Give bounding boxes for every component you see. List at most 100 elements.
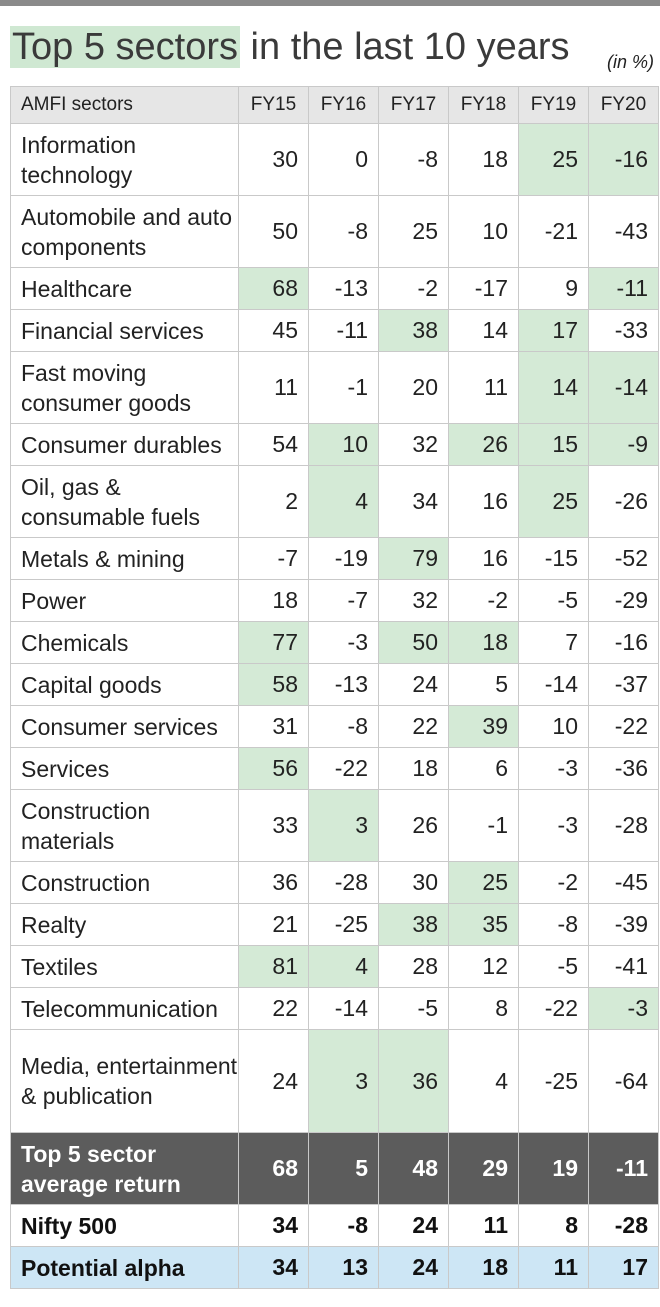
sector-label: Chemicals xyxy=(10,621,239,664)
value-cell-fy19: 14 xyxy=(518,351,589,424)
value-cell-fy17: 28 xyxy=(378,945,449,988)
value-cell-fy16: -28 xyxy=(308,861,379,904)
column-header-fy19: FY19 xyxy=(518,86,589,124)
sector-label: Services xyxy=(10,747,239,790)
sector-label: Information technology xyxy=(10,123,239,196)
value-cell-fy17: 20 xyxy=(378,351,449,424)
value-cell-fy18: -1 xyxy=(448,789,519,862)
table-row: Consumer durables 54 10 32 26 15 -9 xyxy=(10,423,659,466)
value-cell-fy16: -1 xyxy=(308,351,379,424)
sector-label: Consumer durables xyxy=(10,423,239,466)
summary-cell-fy20: -11 xyxy=(588,1132,659,1205)
table-row: Construction 36 -28 30 25 -2 -45 xyxy=(10,861,659,904)
table-row: Automobile and auto components 50 -8 25 10 -2… xyxy=(10,195,659,268)
sector-label: Power xyxy=(10,579,239,622)
value-cell-fy20: -36 xyxy=(588,747,659,790)
value-cell-fy20: -16 xyxy=(588,123,659,196)
value-cell-fy19: -5 xyxy=(518,579,589,622)
value-cell-fy20: -14 xyxy=(588,351,659,424)
table-row: Capital goods 58 -13 24 5 -14 -37 xyxy=(10,663,659,706)
summary-cell-fy15: 34 xyxy=(238,1246,309,1289)
value-cell-fy18: -17 xyxy=(448,267,519,310)
value-cell-fy19: 25 xyxy=(518,123,589,196)
value-cell-fy16: -11 xyxy=(308,309,379,352)
value-cell-fy19: 15 xyxy=(518,423,589,466)
value-cell-fy16: -8 xyxy=(308,195,379,268)
table-body: Information technology 30 0 -8 18 25 -16 Automo… xyxy=(10,123,659,1289)
table-row: Information technology 30 0 -8 18 25 -16 xyxy=(10,123,659,196)
table-row: Construction materials 33 3 26 -1 -3 -28 xyxy=(10,789,659,862)
value-cell-fy19: -21 xyxy=(518,195,589,268)
table-row: Telecommunication 22 -14 -5 8 -22 -3 xyxy=(10,987,659,1030)
summary-cell-fy17: 24 xyxy=(378,1246,449,1289)
sector-label: Media, entertainment & publication xyxy=(10,1029,239,1133)
value-cell-fy15: 33 xyxy=(238,789,309,862)
table-row: Textiles 81 4 28 12 -5 -41 xyxy=(10,945,659,988)
value-cell-fy20: -52 xyxy=(588,537,659,580)
summary-cell-fy17: 48 xyxy=(378,1132,449,1205)
value-cell-fy17: -8 xyxy=(378,123,449,196)
sector-label: Consumer services xyxy=(10,705,239,748)
potential-alpha-row: Potential alpha 34 13 24 18 11 17 xyxy=(10,1246,659,1289)
value-cell-fy16: 0 xyxy=(308,123,379,196)
sector-label: Healthcare xyxy=(10,267,239,310)
value-cell-fy19: -22 xyxy=(518,987,589,1030)
value-cell-fy17: 38 xyxy=(378,903,449,946)
value-cell-fy18: 4 xyxy=(448,1029,519,1133)
value-cell-fy19: 25 xyxy=(518,465,589,538)
value-cell-fy19: -3 xyxy=(518,789,589,862)
value-cell-fy18: 8 xyxy=(448,987,519,1030)
value-cell-fy18: 18 xyxy=(448,123,519,196)
value-cell-fy19: -5 xyxy=(518,945,589,988)
column-header-fy17: FY17 xyxy=(378,86,449,124)
title-rest: in the last 10 years xyxy=(240,26,570,68)
value-cell-fy16: -22 xyxy=(308,747,379,790)
value-cell-fy15: 68 xyxy=(238,267,309,310)
value-cell-fy19: -15 xyxy=(518,537,589,580)
value-cell-fy17: 22 xyxy=(378,705,449,748)
value-cell-fy20: -39 xyxy=(588,903,659,946)
value-cell-fy17: 30 xyxy=(378,861,449,904)
value-cell-fy17: 26 xyxy=(378,789,449,862)
value-cell-fy18: 16 xyxy=(448,537,519,580)
value-cell-fy18: 10 xyxy=(448,195,519,268)
value-cell-fy17: 32 xyxy=(378,579,449,622)
value-cell-fy19: 7 xyxy=(518,621,589,664)
value-cell-fy16: -19 xyxy=(308,537,379,580)
sector-label: Telecommunication xyxy=(10,987,239,1030)
column-header-fy20: FY20 xyxy=(588,86,659,124)
column-header-fy16: FY16 xyxy=(308,86,379,124)
value-cell-fy19: 17 xyxy=(518,309,589,352)
value-cell-fy17: 79 xyxy=(378,537,449,580)
value-cell-fy17: 32 xyxy=(378,423,449,466)
sector-label: Construction xyxy=(10,861,239,904)
sector-label: Construction materials xyxy=(10,789,239,862)
summary-cell-fy19: 8 xyxy=(518,1204,589,1247)
summary-cell-fy15: 34 xyxy=(238,1204,309,1247)
table-row: Media, entertainment & publication 24 3 36 4… xyxy=(10,1029,659,1133)
value-cell-fy15: 36 xyxy=(238,861,309,904)
summary-cell-fy19: 11 xyxy=(518,1246,589,1289)
value-cell-fy16: -8 xyxy=(308,705,379,748)
value-cell-fy16: -13 xyxy=(308,267,379,310)
value-cell-fy20: -22 xyxy=(588,705,659,748)
table-row: Power 18 -7 32 -2 -5 -29 xyxy=(10,579,659,622)
value-cell-fy15: 24 xyxy=(238,1029,309,1133)
value-cell-fy20: -45 xyxy=(588,861,659,904)
value-cell-fy16: -25 xyxy=(308,903,379,946)
table-row: Fast moving consumer goods 11 -1 20 11 14 -14 xyxy=(10,351,659,424)
summary-cell-fy16: 13 xyxy=(308,1246,379,1289)
column-header-fy18: FY18 xyxy=(448,86,519,124)
summary-label: Top 5 sector average return xyxy=(10,1132,239,1205)
table-row: Services 56 -22 18 6 -3 -36 xyxy=(10,747,659,790)
sector-label: Textiles xyxy=(10,945,239,988)
value-cell-fy15: -7 xyxy=(238,537,309,580)
value-cell-fy15: 22 xyxy=(238,987,309,1030)
value-cell-fy20: -41 xyxy=(588,945,659,988)
sector-label: Realty xyxy=(10,903,239,946)
value-cell-fy18: 16 xyxy=(448,465,519,538)
value-cell-fy18: 26 xyxy=(448,423,519,466)
summary-cell-fy18: 18 xyxy=(448,1246,519,1289)
value-cell-fy17: 38 xyxy=(378,309,449,352)
value-cell-fy18: 18 xyxy=(448,621,519,664)
